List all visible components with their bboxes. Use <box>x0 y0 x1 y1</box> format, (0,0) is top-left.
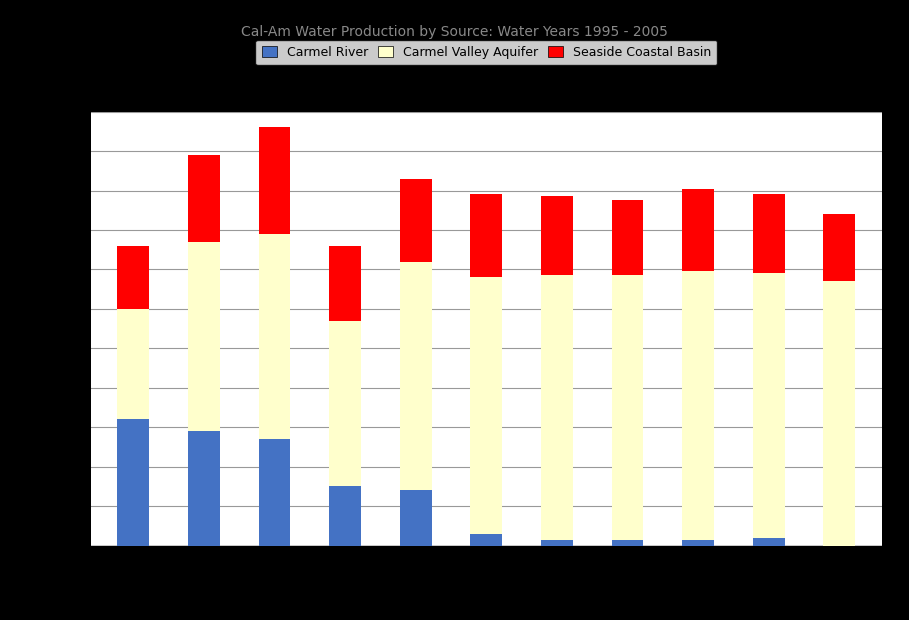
Bar <box>824 214 855 281</box>
Bar <box>117 246 149 309</box>
Bar <box>471 277 502 534</box>
Bar <box>117 419 149 546</box>
Bar <box>188 431 220 546</box>
Bar <box>683 272 714 539</box>
Bar <box>612 539 644 546</box>
Bar <box>188 155 220 242</box>
Bar <box>400 262 432 490</box>
Bar <box>753 273 784 538</box>
Bar <box>117 309 149 419</box>
Bar <box>329 487 361 546</box>
Bar <box>824 281 855 546</box>
Bar <box>258 127 290 234</box>
Bar <box>683 188 714 272</box>
Bar <box>400 179 432 262</box>
Bar <box>541 539 573 546</box>
Text: Water Year: Water Year <box>421 595 488 608</box>
Bar <box>753 538 784 546</box>
Bar <box>612 275 644 539</box>
Bar <box>329 246 361 321</box>
Bar <box>471 195 502 277</box>
Bar <box>612 200 644 275</box>
Bar <box>683 539 714 546</box>
Bar <box>400 490 432 546</box>
Bar <box>258 439 290 546</box>
Bar <box>753 195 784 273</box>
Text: Cal-Am Water Production by Source: Water Years 1995 - 2005: Cal-Am Water Production by Source: Water… <box>241 25 668 39</box>
Bar <box>541 275 573 539</box>
Bar <box>541 197 573 275</box>
Bar <box>188 242 220 431</box>
Legend: Carmel River, Carmel Valley Aquifer, Seaside Coastal Basin: Carmel River, Carmel Valley Aquifer, Sea… <box>255 40 717 65</box>
Bar <box>329 321 361 487</box>
Bar <box>258 234 290 439</box>
Bar <box>471 534 502 546</box>
